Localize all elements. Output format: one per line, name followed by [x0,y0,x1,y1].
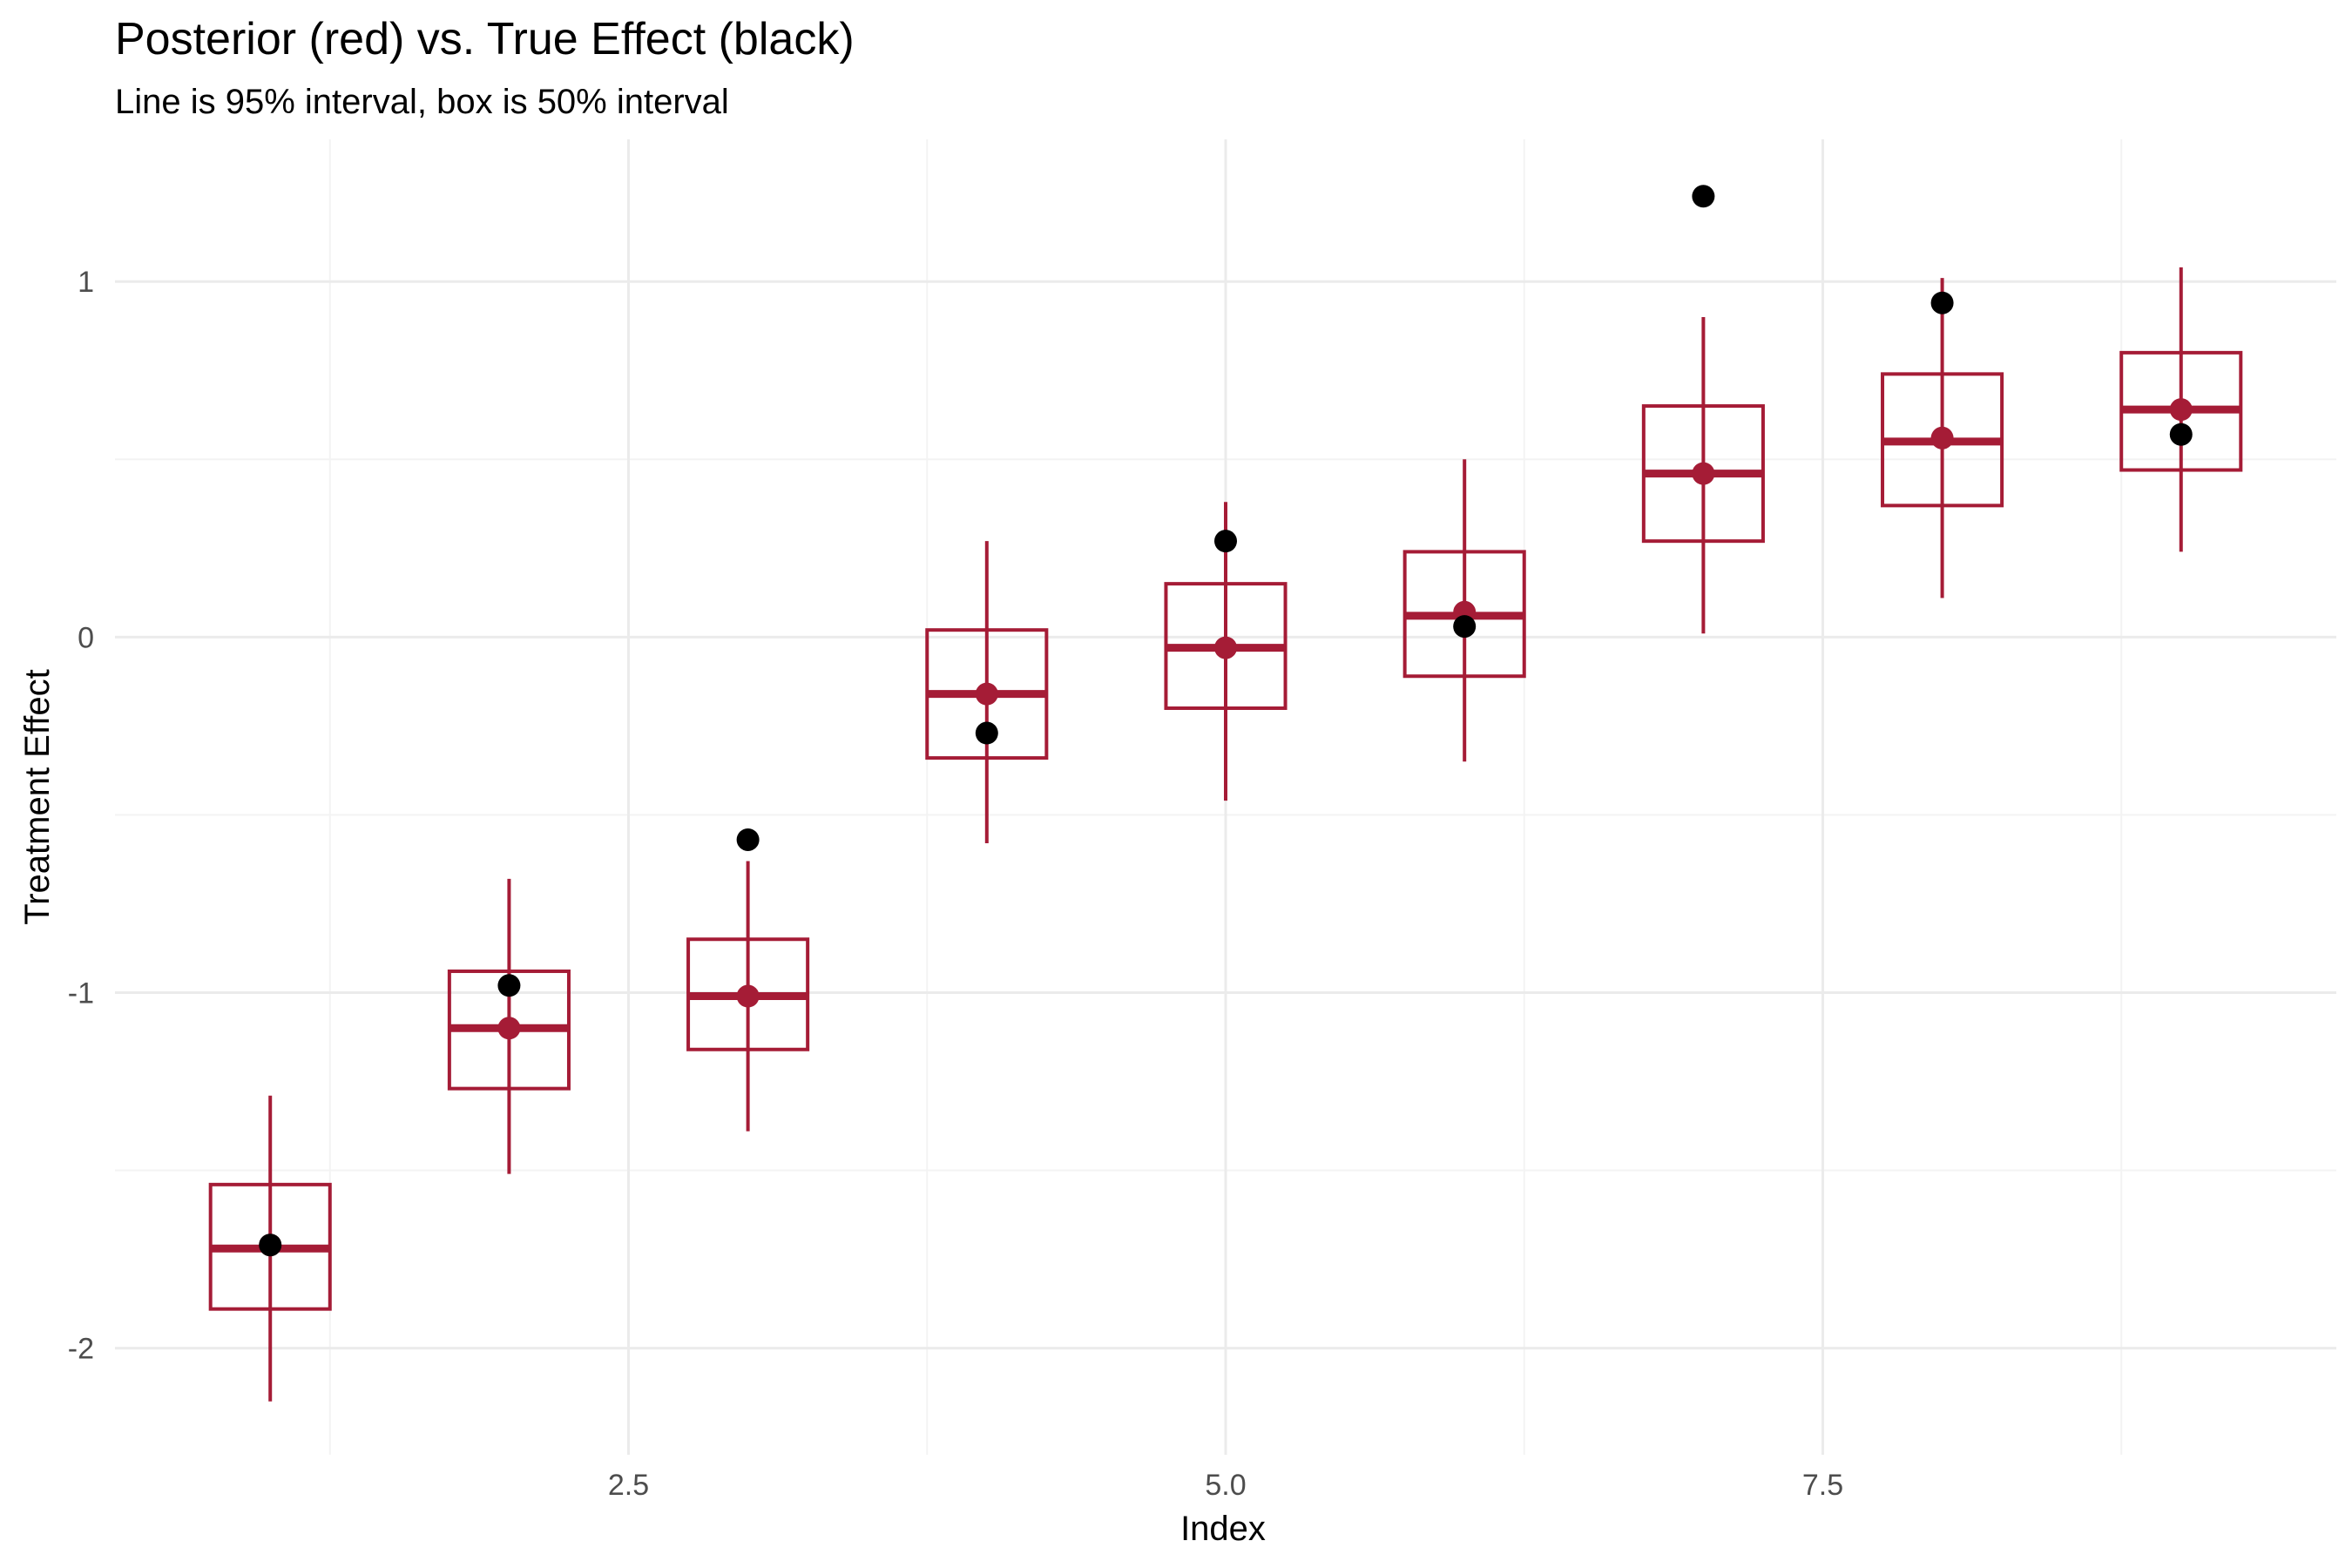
posterior-point [1692,462,1715,485]
y-tick-label: -1 [68,977,94,1010]
posterior-point [975,682,998,706]
true-effect-point [736,828,760,851]
y-axis-title: Treatment Effect [18,669,57,924]
x-tick-label: 7.5 [1802,1469,1843,1502]
chart-title: Posterior (red) vs. True Effect (black) [115,14,855,64]
y-tick-label: 0 [78,621,94,654]
x-tick-label: 5.0 [1205,1469,1246,1502]
y-axis-ticks: -2 -1 0 1 [68,266,94,1365]
y-tick-label: 1 [78,266,94,299]
true-effect-point [1453,615,1477,639]
chart-subtitle: Line is 95% interval, box is 50% interva… [115,83,729,121]
x-axis-title: Index [1180,1510,1266,1548]
true-effect-point [1214,530,1237,553]
posterior-point [1214,636,1237,659]
true-effect-point [259,1233,282,1257]
x-tick-label: 2.5 [608,1469,649,1502]
true-effect-point [1692,185,1715,208]
posterior-point [1930,426,1954,449]
y-tick-label: -2 [68,1333,94,1366]
x-axis-ticks: 2.5 5.0 7.5 [608,1469,1843,1502]
posterior-point [736,984,760,1008]
posterior-point [497,1017,521,1040]
true-effect-point [497,974,521,997]
true-effect-point [975,721,998,745]
true-effect-point [1930,291,1954,314]
true-effect-point [2169,422,2193,446]
interval-marks [208,185,2243,1402]
posterior-point [2169,398,2193,422]
